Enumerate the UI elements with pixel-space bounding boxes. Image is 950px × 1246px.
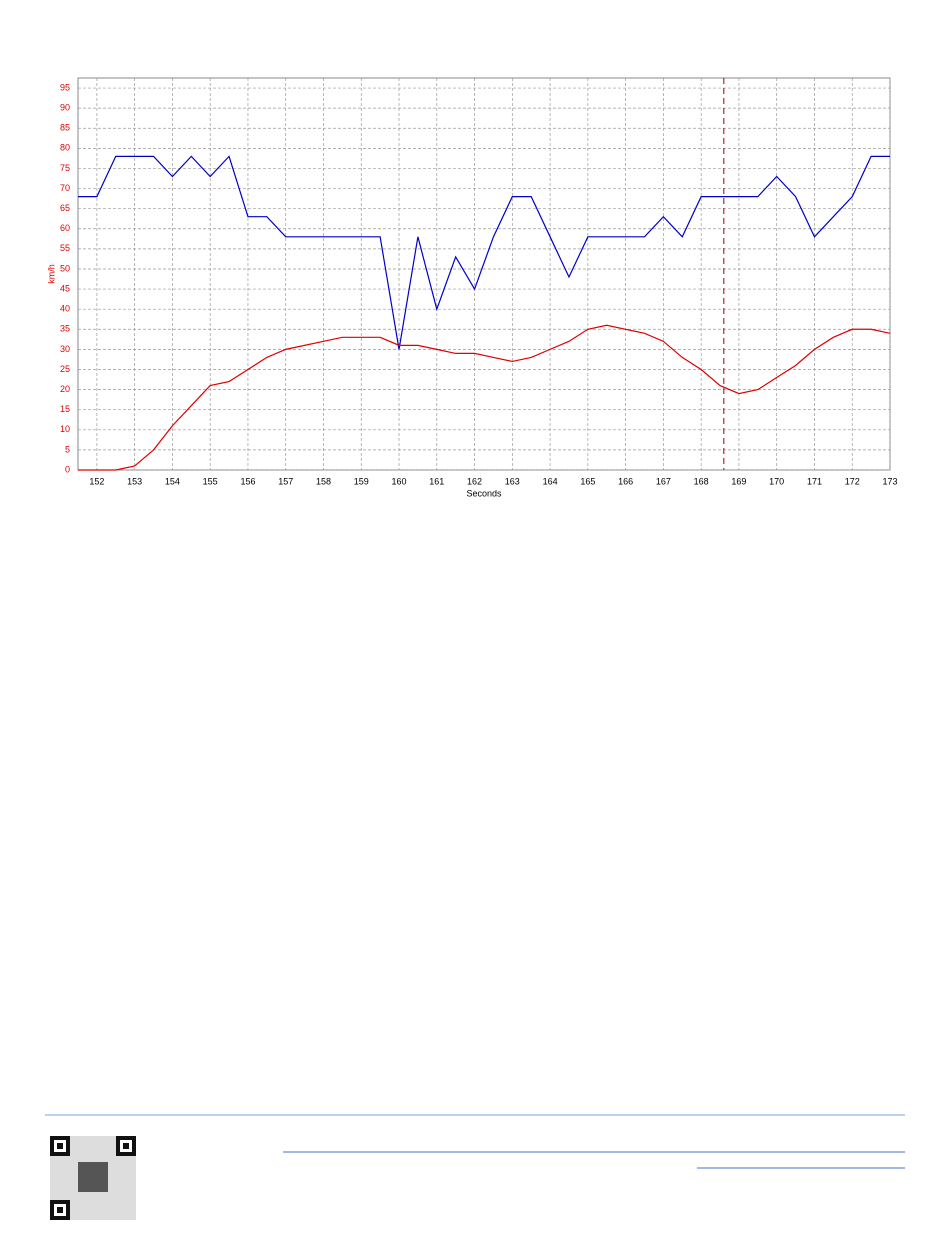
x-tick-label: 162 <box>467 476 482 486</box>
y-tick-label: 80 <box>60 143 70 153</box>
x-tick-label: 171 <box>807 476 822 486</box>
x-tick-label: 170 <box>769 476 784 486</box>
x-tick-label: 159 <box>354 476 369 486</box>
y-tick-label: 45 <box>60 283 70 293</box>
y-tick-label: 0 <box>65 464 70 474</box>
y-tick-label: 90 <box>60 103 70 113</box>
data-line <box>78 324 891 471</box>
x-tick-label: 164 <box>543 476 558 486</box>
x-tick-label: 156 <box>240 476 255 486</box>
y-tick-label: 15 <box>60 404 70 414</box>
qr-code <box>50 1136 136 1220</box>
x-tick-label: 168 <box>694 476 709 486</box>
x-tick-label: 166 <box>618 476 633 486</box>
x-tick-label: 157 <box>278 476 293 486</box>
x-tick-label: 169 <box>731 476 746 486</box>
y-tick-label: 10 <box>60 424 70 434</box>
x-tick-label: 160 <box>392 476 407 486</box>
x-tick-label: 152 <box>89 476 104 486</box>
y-tick-label: 25 <box>60 364 70 374</box>
y-tick-label: 30 <box>60 344 70 354</box>
y-tick-label: 70 <box>60 183 70 193</box>
y-tick-label: 50 <box>60 263 70 273</box>
x-tick-label: 158 <box>316 476 331 486</box>
x-tick-label: 165 <box>580 476 595 486</box>
x-tick-label: 163 <box>505 476 520 486</box>
x-tick-label: 154 <box>165 476 180 486</box>
y-tick-label: 60 <box>60 223 70 233</box>
x-tick-label: 155 <box>203 476 218 486</box>
y-tick-label: 20 <box>60 384 70 394</box>
y-axis-label: km/h <box>46 264 56 284</box>
data-line <box>78 155 890 350</box>
x-tick-label: 161 <box>429 476 444 486</box>
y-tick-label: 5 <box>65 444 70 454</box>
x-tick-label: 172 <box>845 476 860 486</box>
x-tick-label: 167 <box>656 476 671 486</box>
x-axis-label: Seconds <box>466 488 502 498</box>
plot-area <box>77 77 891 471</box>
y-tick-label: 40 <box>60 304 70 314</box>
x-tick-label: 173 <box>882 476 897 486</box>
y-tick-label: 35 <box>60 324 70 334</box>
x-tick-label: 153 <box>127 476 142 486</box>
y-tick-label: 55 <box>60 243 70 253</box>
y-tick-label: 65 <box>60 203 70 213</box>
y-tick-label: 85 <box>60 123 70 133</box>
y-tick-label: 75 <box>60 163 70 173</box>
y-tick-label: 95 <box>60 82 70 92</box>
